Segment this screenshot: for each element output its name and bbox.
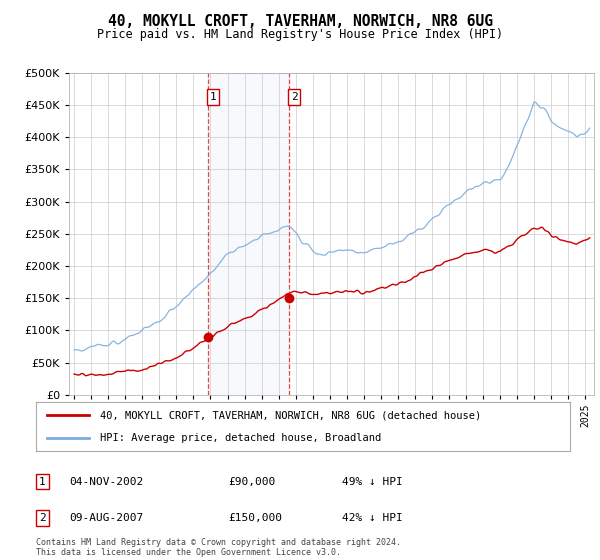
Text: HPI: Average price, detached house, Broadland: HPI: Average price, detached house, Broa… <box>100 433 382 444</box>
Text: 2: 2 <box>291 92 298 102</box>
Text: 49% ↓ HPI: 49% ↓ HPI <box>342 477 403 487</box>
Text: 40, MOKYLL CROFT, TAVERHAM, NORWICH, NR8 6UG (detached house): 40, MOKYLL CROFT, TAVERHAM, NORWICH, NR8… <box>100 410 481 421</box>
Bar <box>208 73 289 395</box>
Text: 42% ↓ HPI: 42% ↓ HPI <box>342 513 403 523</box>
Text: £150,000: £150,000 <box>228 513 282 523</box>
Text: 09-AUG-2007: 09-AUG-2007 <box>69 513 143 523</box>
Text: Contains HM Land Registry data © Crown copyright and database right 2024.: Contains HM Land Registry data © Crown c… <box>36 538 401 547</box>
Text: £90,000: £90,000 <box>228 477 275 487</box>
Text: 04-NOV-2002: 04-NOV-2002 <box>69 477 143 487</box>
Text: 1: 1 <box>39 477 46 487</box>
Text: This data is licensed under the Open Government Licence v3.0.: This data is licensed under the Open Gov… <box>36 548 341 557</box>
Text: 1: 1 <box>209 92 216 102</box>
Text: 40, MOKYLL CROFT, TAVERHAM, NORWICH, NR8 6UG: 40, MOKYLL CROFT, TAVERHAM, NORWICH, NR8… <box>107 14 493 29</box>
Text: 2: 2 <box>39 513 46 523</box>
Text: Price paid vs. HM Land Registry's House Price Index (HPI): Price paid vs. HM Land Registry's House … <box>97 28 503 41</box>
